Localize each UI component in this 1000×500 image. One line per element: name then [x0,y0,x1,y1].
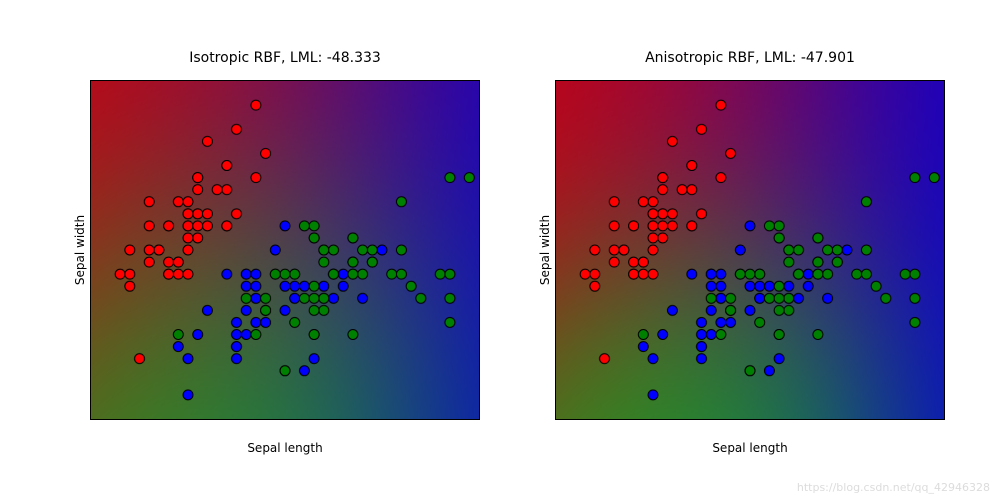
plot-area-right [555,80,945,420]
watermark-text: https://blog.csdn.net/qq_42946328 [797,481,990,494]
panel-isotropic: Isotropic RBF, LML: -48.333 Sepal width … [90,80,480,420]
plot-canvas [91,81,479,419]
panel-title: Isotropic RBF, LML: -48.333 [90,50,480,66]
plot-area-left [90,80,480,420]
x-axis-label: Sepal length [555,441,945,455]
figure: Isotropic RBF, LML: -48.333 Sepal width … [0,0,1000,500]
panel-title: Anisotropic RBF, LML: -47.901 [555,50,945,66]
plot-canvas [556,81,944,419]
panel-anisotropic: Anisotropic RBF, LML: -47.901 Sepal widt… [555,80,945,420]
y-axis-label: Sepal width [538,215,552,285]
x-axis-label: Sepal length [90,441,480,455]
y-axis-label: Sepal width [73,215,87,285]
